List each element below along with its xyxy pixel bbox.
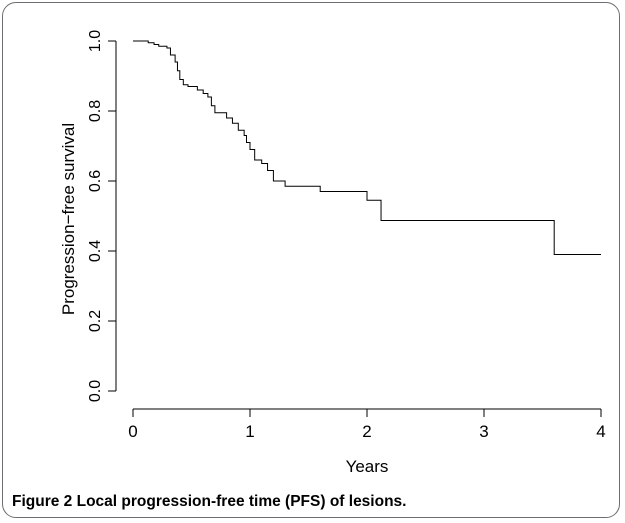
- y-tick-label: 0.6: [87, 170, 104, 192]
- caption-label: Figure 2: [12, 493, 73, 510]
- caption-text: Local progression-free time (PFS) of les…: [76, 493, 407, 510]
- survival-curve: [133, 40, 601, 255]
- x-tick-label: 2: [362, 422, 371, 441]
- y-tick-label: 0.8: [87, 100, 104, 122]
- y-tick-label: 0.4: [87, 240, 104, 262]
- figure-caption: Figure 2 Local progression-free time (PF…: [12, 493, 406, 511]
- x-tick-label: 0: [128, 422, 137, 441]
- x-tick-label: 4: [596, 422, 605, 441]
- x-axis-label: Years: [346, 457, 389, 476]
- y-tick-label: 0.2: [87, 310, 104, 332]
- y-tick-label: 0.0: [87, 380, 104, 402]
- y-tick-label: 1.0: [87, 30, 104, 52]
- x-tick-label: 1: [245, 422, 254, 441]
- survival-step-line: [133, 40, 601, 255]
- y-axis-label: Progression−free survival: [59, 123, 78, 315]
- x-tick-label: 3: [479, 422, 488, 441]
- axes: 0.0 0.2 0.4 0.6 0.8 1.0 0 1 2 3 4: [87, 30, 606, 441]
- figure-frame: [2, 2, 620, 518]
